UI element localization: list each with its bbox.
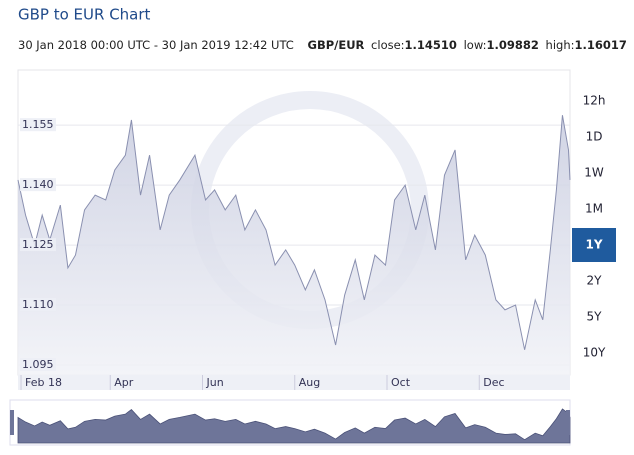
range-button[interactable]: 5Y [572, 300, 616, 334]
navigator-area [17, 408, 571, 444]
y-tick-label-bg [20, 238, 56, 252]
range-button-bg[interactable] [572, 120, 616, 154]
y-tick-label-bg [20, 358, 56, 372]
x-axis-strip [18, 375, 570, 390]
x-tick-label: Oct [391, 376, 411, 389]
line [17, 115, 571, 350]
x-tick-label: Dec [483, 376, 504, 389]
range-button-label[interactable]: 5Y [587, 310, 603, 324]
chart-title: GBP to EUR Chart [18, 6, 151, 24]
y-tick-label: 1.125 [22, 238, 54, 251]
period: 30 Jan 2018 00:00 UTC - 30 Jan 2019 12:4… [18, 38, 294, 52]
low: 1.09882 [486, 38, 538, 52]
range-button[interactable]: 2Y [572, 264, 616, 298]
x-tick-label: Jun [206, 376, 224, 389]
area [18, 115, 570, 375]
navigator-handle [566, 410, 570, 435]
low-label: low: [464, 38, 487, 52]
high: 1.16017 [574, 38, 626, 52]
y-tick-label-bg [20, 178, 56, 192]
range-button-label[interactable]: 1M [585, 202, 603, 216]
range-button[interactable]: 1W [572, 156, 616, 190]
close: 1.14510 [405, 38, 457, 52]
range-button[interactable]: 1M [572, 192, 616, 226]
range-button[interactable]: 1D [572, 120, 616, 154]
range-button-bg[interactable] [572, 336, 616, 370]
x-tick-label: Feb 18 [25, 376, 62, 389]
range-button-bg[interactable] [572, 300, 616, 334]
y-tick-label: 1.110 [22, 298, 54, 311]
summary: 30 Jan 2018 00:00 UTC - 30 Jan 2019 12:4… [18, 38, 627, 52]
range-button-label[interactable]: 12h [583, 94, 606, 108]
navigator-handle [10, 410, 14, 435]
range-button-label[interactable]: 10Y [583, 346, 606, 360]
y-tick-label: 1.095 [22, 358, 54, 371]
close-label: close: [371, 38, 405, 52]
range-button[interactable]: 1Y [572, 228, 616, 262]
range-button-bg[interactable] [572, 156, 616, 190]
y-tick-label: 1.155 [22, 118, 54, 131]
range-button-label[interactable]: 2Y [587, 274, 603, 288]
range-button-label[interactable]: 1W [584, 166, 604, 180]
range-button[interactable]: 12h [572, 84, 616, 118]
x-tick-label: Aug [299, 376, 320, 389]
range-button-bg[interactable] [572, 228, 616, 262]
range-button-bg[interactable] [572, 192, 616, 226]
range-button-bg[interactable] [572, 264, 616, 298]
x-tick-label: Apr [114, 376, 134, 389]
pair: GBP/EUR [308, 38, 365, 52]
range-button-label[interactable]: 1D [586, 130, 603, 144]
range-button-bg[interactable] [572, 84, 616, 118]
high-label: high: [546, 38, 575, 52]
y-tick-label: 1.140 [22, 178, 54, 191]
range-button-label[interactable]: 1Y [585, 238, 602, 252]
y-tick-label-bg [20, 118, 56, 132]
range-button[interactable]: 10Y [572, 336, 616, 370]
y-tick-label-bg [20, 298, 56, 312]
